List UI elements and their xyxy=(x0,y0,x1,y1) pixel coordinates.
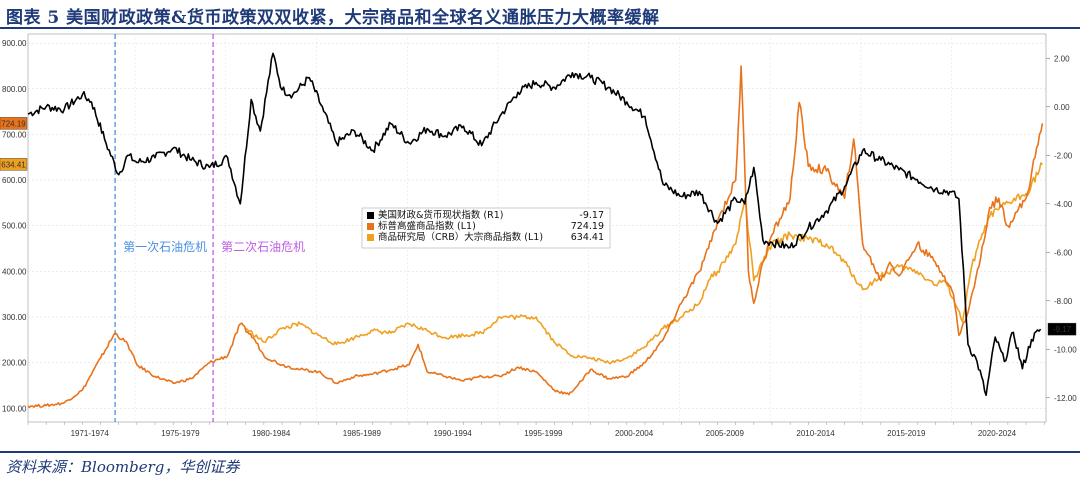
end-label-box xyxy=(1047,322,1077,336)
end-label-value: 724.19 xyxy=(1,119,26,128)
x-tick-label: 1980-1984 xyxy=(252,429,291,438)
annotations: 第一次石油危机 第二次石油危机 xyxy=(114,34,305,422)
right-tick-label: 0.00 xyxy=(1054,103,1070,112)
right-tick-label: 2.00 xyxy=(1054,54,1070,63)
x-tick-label: 1990-1994 xyxy=(433,429,472,438)
left-tick-label: 300.00 xyxy=(2,313,27,322)
series-lines xyxy=(27,52,1044,409)
oil-crisis-label: 第二次石油危机 xyxy=(221,240,305,254)
x-tick-label: 1995-1999 xyxy=(524,429,563,438)
right-tick-label: -6.00 xyxy=(1054,248,1073,257)
right-tick-label: -12.00 xyxy=(1054,394,1077,403)
x-tick-label: 2000-2004 xyxy=(615,429,654,438)
legend-series-name: 美国财政&货币现状指数 (R1) xyxy=(378,209,504,221)
legend-series-value: 634.41 xyxy=(571,232,604,243)
legend: 美国财政&货币现状指数 (R1) -9.17 标普高盛商品指数 (L1) 724.19… xyxy=(361,207,611,249)
left-tick-label: 800.00 xyxy=(2,85,27,94)
footer-rule xyxy=(0,451,1080,453)
x-tick-label: 2010-2014 xyxy=(796,429,835,438)
chart-title: 图表 5 美国财政政策&货币政策双双收紧，大宗商品和全球名义通胀压力大概率缓解 xyxy=(6,8,660,28)
left-tick-label: 200.00 xyxy=(2,359,27,368)
series-line xyxy=(27,52,1042,397)
series-line xyxy=(27,65,1044,409)
left-tick-label: 500.00 xyxy=(2,222,27,231)
source-note: 资料来源：Bloomberg，华创证券 xyxy=(6,458,240,476)
end-label-value: -9.17 xyxy=(1053,325,1072,334)
legend-series-value: 724.19 xyxy=(571,221,604,232)
right-tick-label: -10.00 xyxy=(1054,345,1077,354)
plot-frame xyxy=(27,33,1047,423)
right-tick-label: -2.00 xyxy=(1054,151,1073,160)
chart: 900.00 800.00 700.00 600.00 500.00 400.00 300.… xyxy=(0,33,1077,438)
right-tick-label: -8.00 xyxy=(1054,297,1073,306)
right-tick-label: -4.00 xyxy=(1054,200,1073,209)
legend-swatch xyxy=(367,234,374,241)
right-axis: 2.00 0.00 -2.00 -4.00 -6.00 -8.00 -10.00 -12.00 xyxy=(1046,54,1077,403)
end-label-box xyxy=(0,117,28,130)
x-tick-label: 1985-1989 xyxy=(343,429,382,438)
left-tick-label: 700.00 xyxy=(2,130,27,139)
legend-swatch xyxy=(367,212,374,219)
x-axis: 1971-1974 1975-1979 1980-1984 1985-1989 1990… xyxy=(27,422,1045,438)
x-tick-label: 1975-1979 xyxy=(161,429,200,438)
series-line xyxy=(245,162,1043,365)
end-label-value: 634.41 xyxy=(1,160,26,169)
legend-series-value: -9.17 xyxy=(579,210,604,221)
x-tick-label: 1971-1974 xyxy=(71,429,110,438)
left-tick-label: 100.00 xyxy=(2,404,27,413)
legend-series-name: 标普高盛商品指数 (L1) xyxy=(378,220,476,232)
oil-crisis-label: 第一次石油危机 xyxy=(123,240,207,254)
chart-grid xyxy=(27,33,1047,423)
title-rule xyxy=(0,27,1080,29)
end-label-box xyxy=(0,158,28,171)
legend-swatch xyxy=(367,223,374,230)
x-tick-label: 2005-2009 xyxy=(706,429,745,438)
x-tick-label: 2015-2019 xyxy=(887,429,926,438)
legend-series-name: 商品研究局（CRB）大宗商品指数 (L1) xyxy=(378,231,543,243)
left-tick-label: 900.00 xyxy=(2,39,27,48)
left-axis: 900.00 800.00 700.00 600.00 500.00 400.00 300.… xyxy=(2,39,27,413)
x-tick-label: 2020-2024 xyxy=(978,429,1017,438)
left-tick-label: 400.00 xyxy=(2,267,27,276)
left-tick-label: 600.00 xyxy=(2,176,27,185)
legend-box xyxy=(361,207,611,249)
